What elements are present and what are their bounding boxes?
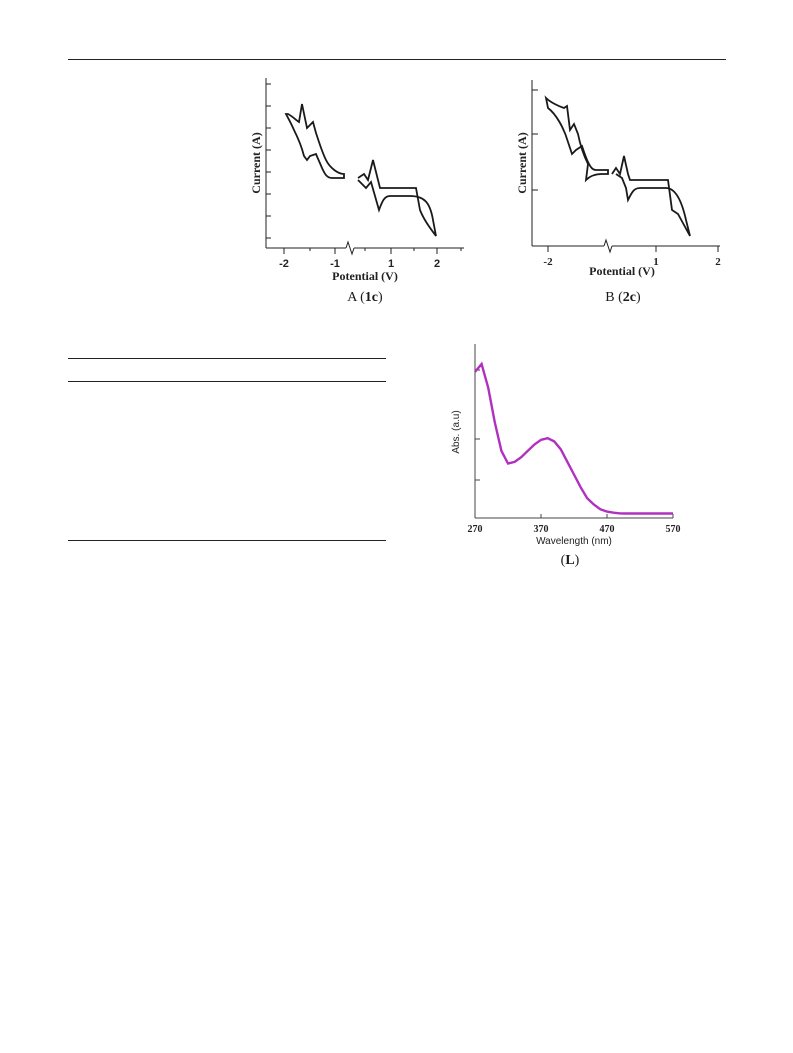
caption-text: ( (560, 553, 566, 568)
x-tick-label: 2 (434, 258, 440, 270)
y-axis-label: Abs. (a.u) (451, 410, 462, 453)
y-ticks (475, 369, 480, 481)
x-tick-label: 570 (666, 524, 681, 535)
x-tick-label: 2 (715, 256, 721, 268)
cv-curve-left (284, 103, 345, 179)
y-ticks (266, 83, 271, 239)
caption-text: A ( (347, 290, 365, 305)
x-tick-label: 1 (388, 258, 394, 270)
x-tick-label: 1 (653, 256, 659, 268)
y-axis-label: Current (A) (515, 132, 529, 193)
cv-chart-a: -2 -1 1 2 Potential (V) Current (A) (249, 78, 464, 283)
cv-curve-right (357, 159, 437, 237)
table-top-rule (68, 358, 386, 359)
x-tick-label: 470 (600, 524, 615, 535)
x-tick-label: -2 (279, 258, 289, 270)
x-axis (266, 240, 464, 256)
y-axis-label: Current (A) (249, 132, 263, 193)
cv-chart-b: -2 -1 1 2 Potential (V) Current (A) (515, 80, 721, 278)
caption-compound: 1c (364, 290, 379, 305)
uv-vis-chart: 270 370 470 570 Wavelength (nm) Abs. (a.u) (451, 344, 681, 547)
table-header-rule (68, 381, 386, 382)
caption-compound: L (565, 553, 575, 568)
figure-caption-l: (L) (530, 553, 610, 569)
caption-text: ) (574, 553, 580, 568)
caption-compound: 2c (622, 290, 637, 305)
x-tick-label: -2 (543, 256, 553, 268)
x-ticks (283, 248, 462, 254)
x-ticks (547, 246, 719, 252)
absorbance-line (474, 361, 673, 515)
x-tick-label: 270 (468, 524, 483, 535)
cv-curve-left (544, 95, 609, 183)
y-ticks (532, 89, 538, 191)
figure-caption-b: B (2c) (578, 290, 668, 306)
x-axis-label: Wavelength (nm) (536, 536, 612, 547)
x-axis-label: Potential (V) (332, 269, 398, 283)
caption-text: ) (378, 290, 383, 305)
cv-curve-right (611, 155, 691, 237)
x-tick-label: 370 (534, 524, 549, 535)
caption-text: B ( (605, 290, 623, 305)
table-bottom-rule (68, 540, 386, 541)
x-axis (532, 238, 720, 254)
caption-text: ) (636, 290, 641, 305)
x-tick-label: -1 (330, 258, 340, 270)
header-rule (68, 59, 726, 60)
x-axis-label: Potential (V) (589, 264, 655, 278)
figure-caption-a: A (1c) (320, 290, 410, 306)
